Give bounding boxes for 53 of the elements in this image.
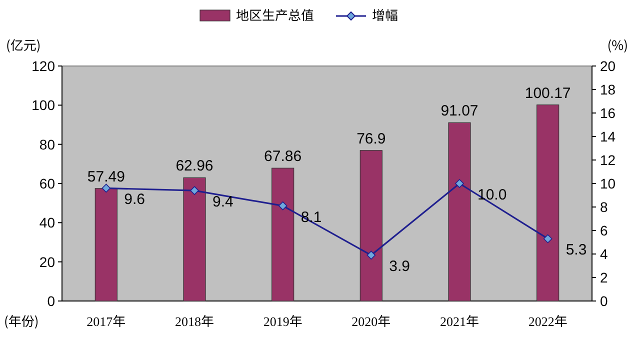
y-tick-label: 0 <box>47 293 56 309</box>
point <box>455 179 464 188</box>
y-tick-label: 80 <box>39 136 56 152</box>
data-label: 8.1 <box>300 208 322 226</box>
data-label: 9.6 <box>124 191 146 208</box>
data-label: 9.4 <box>212 194 234 211</box>
bar <box>448 122 471 302</box>
y2-tick-label: 0 <box>600 293 608 309</box>
bar <box>536 104 560 302</box>
data-label: 10.0 <box>478 186 507 204</box>
point <box>366 250 376 260</box>
x-tick-label: 2019年 <box>263 314 302 329</box>
data-label: 100.17 <box>524 84 571 102</box>
y2-tick-label: 18 <box>600 82 616 98</box>
y-axis-title: (亿元) <box>6 35 41 54</box>
data-label: 3.9 <box>389 258 410 276</box>
y-tick-label: 20 <box>39 254 56 270</box>
x-tick-label: 2021年 <box>440 314 480 329</box>
bar <box>360 150 382 302</box>
bar <box>183 177 206 302</box>
data-label: 67.86 <box>264 148 302 166</box>
point <box>543 234 552 244</box>
legend-label: 地区生产总值 <box>236 5 314 24</box>
y2-tick-label: 14 <box>600 128 616 144</box>
y-tick-label: 100 <box>32 97 56 114</box>
y2-tick-label: 2 <box>600 270 608 286</box>
x-tick-label: 2022年 <box>528 314 568 329</box>
y-tick-label: 120 <box>32 58 56 74</box>
y-tick-label: 60 <box>39 176 56 192</box>
y2-axis-title: (%) <box>607 35 628 54</box>
data-label: 5.3 <box>566 242 587 259</box>
y-tick-label: 40 <box>39 214 56 231</box>
x-axis-title: (年份) <box>4 311 39 330</box>
point <box>190 186 199 195</box>
bar <box>94 188 118 302</box>
y2-tick-label: 8 <box>600 199 608 215</box>
y2-tick-label: 4 <box>600 246 608 262</box>
data-label: 91.07 <box>440 102 478 120</box>
y2-tick-label: 12 <box>600 152 616 168</box>
x-tick-label: 2020年 <box>352 314 391 329</box>
y2-tick-label: 16 <box>600 105 616 121</box>
point <box>102 184 111 193</box>
x-tick-label: 2018年 <box>174 314 214 329</box>
point <box>278 201 288 210</box>
y2-tick-label: 20 <box>600 58 616 74</box>
y2-tick-label: 10 <box>600 176 616 192</box>
data-label: 62.96 <box>176 158 214 175</box>
data-label: 57.49 <box>87 168 125 186</box>
bar <box>272 168 294 302</box>
legend-label: 增幅 <box>372 5 398 24</box>
x-tick-label: 2017年 <box>86 314 126 329</box>
data-label: 76.9 <box>356 130 386 148</box>
y2-tick-label: 6 <box>600 222 608 238</box>
